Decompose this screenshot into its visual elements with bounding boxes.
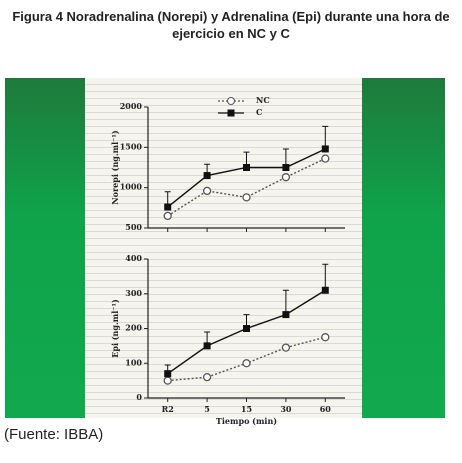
y-tick-label: 500 — [125, 222, 142, 232]
marker — [202, 186, 212, 196]
marker — [282, 311, 290, 319]
marker — [321, 154, 330, 163]
error-bar — [282, 289, 289, 315]
side-panel — [362, 78, 445, 418]
x-tick-label: 30 — [280, 404, 292, 414]
marker — [242, 193, 251, 202]
legend-label: C — [256, 107, 262, 117]
legend-marker — [227, 97, 235, 105]
error-bar — [322, 263, 329, 291]
marker — [163, 376, 172, 385]
y-tick-label: 2000 — [120, 101, 143, 111]
figure-title: Figura 4 Noradrenalina (Norepi) y Adrena… — [12, 9, 450, 41]
marker — [282, 164, 290, 171]
marker — [164, 370, 172, 378]
y-tick-label: 400 — [125, 253, 142, 263]
marker — [203, 172, 211, 180]
y-axis-label: Epi (ng.ml⁻¹) — [110, 299, 120, 358]
legend-label: NC — [256, 95, 270, 105]
y-axis-label: Norepi (ng.ml⁻¹) — [110, 130, 120, 205]
y-tick-label: 100 — [125, 357, 142, 367]
marker — [243, 325, 250, 332]
x-tick-label: R2 — [162, 404, 174, 414]
series-line — [167, 336, 326, 382]
series-line — [167, 157, 326, 217]
y-tick-label: 0 — [136, 392, 142, 402]
y-tick-label: 200 — [125, 323, 142, 333]
side-panel — [5, 78, 85, 418]
marker — [164, 203, 172, 211]
x-tick-label: 15 — [241, 404, 252, 414]
marker — [281, 173, 291, 182]
error-bar — [322, 125, 329, 149]
marker — [321, 286, 329, 294]
y-tick-label: 1500 — [120, 141, 143, 151]
source: (Fuente: IBBA) — [4, 426, 104, 443]
marker — [243, 164, 250, 171]
x-tick-label: 5 — [204, 404, 210, 414]
marker — [163, 211, 172, 221]
x-axis-label: Tiempo (min) — [216, 416, 277, 426]
paper — [85, 78, 362, 418]
marker — [281, 343, 291, 352]
marker — [202, 372, 212, 382]
marker — [242, 359, 251, 368]
x-tick-label: 60 — [320, 404, 332, 414]
legend-marker — [227, 109, 235, 117]
marker — [203, 342, 211, 350]
y-tick-label: 300 — [125, 288, 142, 298]
marker — [321, 145, 329, 153]
marker — [321, 333, 330, 342]
y-tick-label: 1000 — [120, 182, 143, 192]
